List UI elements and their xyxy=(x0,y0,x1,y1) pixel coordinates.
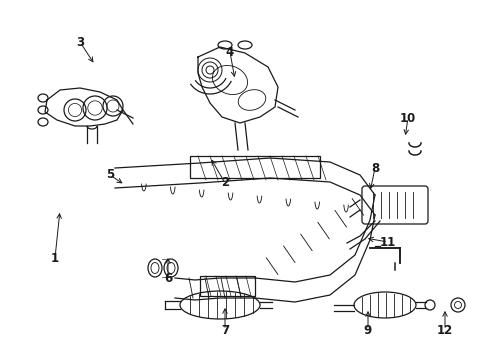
Text: 3: 3 xyxy=(76,36,84,49)
Text: 6: 6 xyxy=(163,271,172,284)
Text: 4: 4 xyxy=(225,45,234,58)
Text: 10: 10 xyxy=(399,112,415,125)
Text: 9: 9 xyxy=(363,324,371,337)
Text: 2: 2 xyxy=(221,176,228,189)
Text: 5: 5 xyxy=(106,168,114,181)
Text: 7: 7 xyxy=(221,324,228,337)
Bar xyxy=(190,156,319,178)
Text: 11: 11 xyxy=(379,235,395,248)
Text: 8: 8 xyxy=(370,162,378,175)
Text: 12: 12 xyxy=(436,324,452,337)
Bar xyxy=(200,276,254,296)
Text: 1: 1 xyxy=(51,252,59,265)
